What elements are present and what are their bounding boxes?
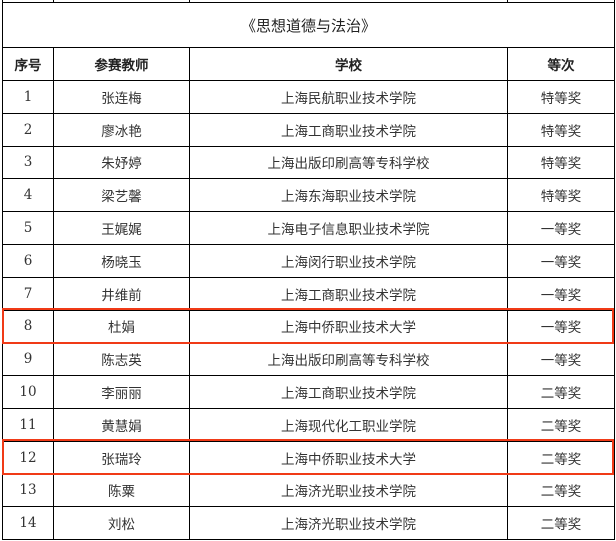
cell-teacher: 井维前 [53,276,190,311]
cell-school: 上海济光职业技术学院 [189,506,508,541]
cell-no: 3 [2,145,54,180]
cell-school: 上海闵行职业技术学院 [189,243,508,278]
cell-no: 2 [2,112,54,147]
cell-award: 特等奖 [506,178,616,213]
cell-teacher: 王娓娓 [53,211,190,245]
cell-no: 10 [2,375,54,409]
cell-school: 上海中侨职业技术大学 [189,440,508,475]
cell-teacher: 李丽丽 [53,375,190,409]
cell-teacher: 廖冰艳 [53,112,190,147]
cell-no: 11 [2,407,54,442]
table-row: 8 杜娟 上海中侨职业技术大学 一等奖 [2,309,616,344]
col-header-school: 学校 [189,47,508,81]
col-header-no: 序号 [2,47,54,81]
table-row: 1 张连梅 上海民航职业技术学院 特等奖 [2,80,616,114]
table-row: 4 梁艺馨 上海东海职业技术学院 特等奖 [2,178,616,213]
table-row: 9 陈志英 上海出版印刷高等专科学校 一等奖 [2,342,616,377]
table-row: 10 李丽丽 上海工商职业技术学院 二等奖 [2,375,616,409]
cell-teacher: 杨晓玉 [53,243,190,278]
cell-school: 上海出版印刷高等专科学校 [189,145,508,180]
cell-award: 一等奖 [506,309,616,344]
cell-school: 上海出版印刷高等专科学校 [189,342,508,377]
cell-award: 二等奖 [506,375,616,409]
cell-teacher: 刘松 [53,506,190,541]
cell-teacher: 陈粟 [53,473,190,508]
cell-school: 上海中侨职业技术大学 [189,309,508,344]
cell-school: 上海工商职业技术学院 [189,375,508,409]
cell-award: 二等奖 [506,440,616,475]
cell-teacher: 黄慧娟 [53,407,190,442]
cell-no: 4 [2,178,54,213]
cell-teacher: 杜娟 [53,309,190,344]
table-row: 7 井维前 上海工商职业技术学院 一等奖 [2,276,616,311]
cell-no: 5 [2,211,54,245]
cell-award: 二等奖 [506,407,616,442]
cell-no: 6 [2,243,54,278]
cell-award: 一等奖 [506,211,616,245]
cell-teacher: 张连梅 [53,80,190,114]
cell-school: 上海现代化工职业学院 [189,407,508,442]
table-row: 5 王娓娓 上海电子信息职业技术学院 一等奖 [2,211,616,245]
table-row: 13 陈粟 上海济光职业技术学院 二等奖 [2,473,616,508]
cell-no: 9 [2,342,54,377]
cell-no: 8 [2,309,54,344]
cell-no: 12 [2,440,54,475]
table-title: 《思想道德与法治》 [1,2,616,48]
cell-award: 一等奖 [506,276,616,311]
cell-award: 二等奖 [506,473,616,508]
cell-school: 上海东海职业技术学院 [189,178,508,213]
cell-award: 二等奖 [506,506,616,541]
table-row: 2 廖冰艳 上海工商职业技术学院 特等奖 [2,112,616,147]
table-row: 12 张瑞玲 上海中侨职业技术大学 二等奖 [2,440,616,475]
cell-school: 上海电子信息职业技术学院 [189,211,508,245]
cell-award: 特等奖 [506,112,616,147]
cell-no: 13 [2,473,54,508]
cell-award: 一等奖 [506,243,616,278]
cell-school: 上海工商职业技术学院 [189,112,508,147]
cell-teacher: 梁艺馨 [53,178,190,213]
cell-school: 上海济光职业技术学院 [189,473,508,508]
cell-school: 上海工商职业技术学院 [189,276,508,311]
cell-teacher: 朱妤婷 [53,145,190,180]
cell-teacher: 张瑞玲 [53,440,190,475]
table-row: 11 黄慧娟 上海现代化工职业学院 二等奖 [2,407,616,442]
table-row: 6 杨晓玉 上海闵行职业技术学院 一等奖 [2,243,616,278]
cell-award: 特等奖 [506,145,616,180]
cell-no: 14 [2,506,54,541]
col-header-award: 等次 [506,47,616,81]
cell-no: 7 [2,276,54,311]
table-row: 14 刘松 上海济光职业技术学院 二等奖 [2,506,616,541]
cell-no: 1 [2,80,54,114]
table-row: 3 朱妤婷 上海出版印刷高等专科学校 特等奖 [2,145,616,180]
cell-school: 上海民航职业技术学院 [189,80,508,114]
col-header-teacher: 参赛教师 [53,47,190,81]
cell-teacher: 陈志英 [53,342,190,377]
previous-row-edge [2,0,615,2]
cell-award: 一等奖 [506,342,616,377]
cell-award: 特等奖 [506,80,616,114]
